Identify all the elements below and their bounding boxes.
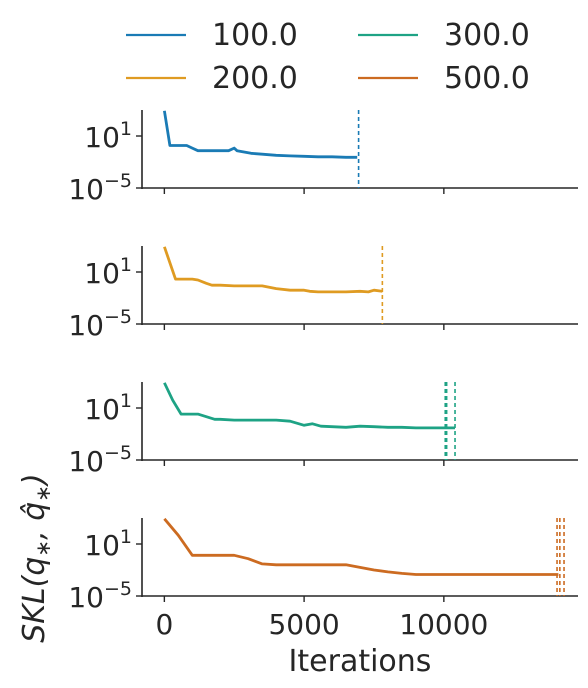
panel-2: 10−5 101 (68, 382, 578, 478)
y-tick-label: 10−5 (68, 442, 132, 478)
panel-1: 10−5 101 (68, 246, 578, 342)
x-axis-label: Iterations (289, 644, 432, 679)
y-tick-label: 10−5 (68, 578, 132, 614)
y-tick-label: 101 (84, 390, 132, 426)
series-line-100.0 (163, 110, 358, 159)
series-line-300.0 (163, 382, 455, 430)
y-tick-label: 10−5 (68, 170, 132, 206)
legend-label-2: 300.0 (444, 18, 530, 53)
x-tick-label: 5000 (268, 608, 339, 641)
legend-label-3: 500.0 (444, 61, 530, 96)
subplots: 10−5 101 10−5 101 10−5 101 10−5 101 (68, 110, 578, 614)
x-tick-labels: 0 5000 10000 (155, 608, 488, 641)
y-tick-label: 101 (84, 526, 132, 562)
panel-0: 10−5 101 (68, 110, 578, 206)
y-tick-label: 101 (84, 254, 132, 290)
y-tick-label: 101 (84, 118, 132, 154)
y-axis-label: SKL(q∗, q̂∗) (17, 473, 55, 643)
series-line-500.0 (163, 517, 559, 576)
panel-3: 10−5 101 (68, 517, 578, 614)
x-tick-label: 10000 (399, 608, 488, 641)
legend: 100.0 200.0 300.0 500.0 (126, 18, 530, 96)
y-tick-label: 10−5 (68, 306, 132, 342)
legend-label-1: 200.0 (212, 61, 298, 96)
series-line-200.0 (163, 246, 383, 294)
legend-label-0: 100.0 (212, 18, 298, 53)
x-tick-label: 0 (155, 608, 173, 641)
